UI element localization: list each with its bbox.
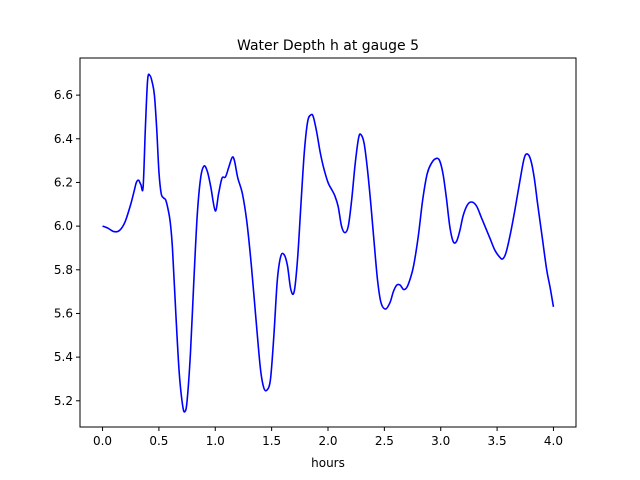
x-tick-label: 0.0 <box>93 434 112 448</box>
y-tick-label: 5.4 <box>54 350 73 364</box>
x-tick-label: 0.5 <box>149 434 168 448</box>
x-axis-label: hours <box>311 456 345 470</box>
y-axis: 5.2 5.4 5.6 5.8 6.0 6.2 6.4 6.6 <box>54 88 80 408</box>
x-tick-label: 3.5 <box>488 434 507 448</box>
series-line-water-depth <box>102 73 555 413</box>
x-tick-label: 2.5 <box>375 434 394 448</box>
x-tick-label: 1.5 <box>262 434 281 448</box>
chart-title: Water Depth h at gauge 5 <box>237 38 419 54</box>
x-tick-label: 4.0 <box>544 434 563 448</box>
y-tick-label: 6.0 <box>54 219 73 233</box>
x-axis: 0.0 0.5 1.0 1.5 2.0 2.5 3.0 3.5 4.0 <box>93 427 563 448</box>
y-tick-label: 5.6 <box>54 306 73 320</box>
x-tick-label: 2.0 <box>318 434 337 448</box>
y-tick-label: 6.2 <box>54 175 73 189</box>
y-tick-label: 5.2 <box>54 394 73 408</box>
x-tick-label: 1.0 <box>206 434 225 448</box>
series-layer <box>102 73 555 413</box>
y-tick-label: 6.4 <box>54 132 73 146</box>
x-tick-label: 3.0 <box>431 434 450 448</box>
y-tick-label: 5.8 <box>54 263 73 277</box>
y-tick-label: 6.6 <box>54 88 73 102</box>
